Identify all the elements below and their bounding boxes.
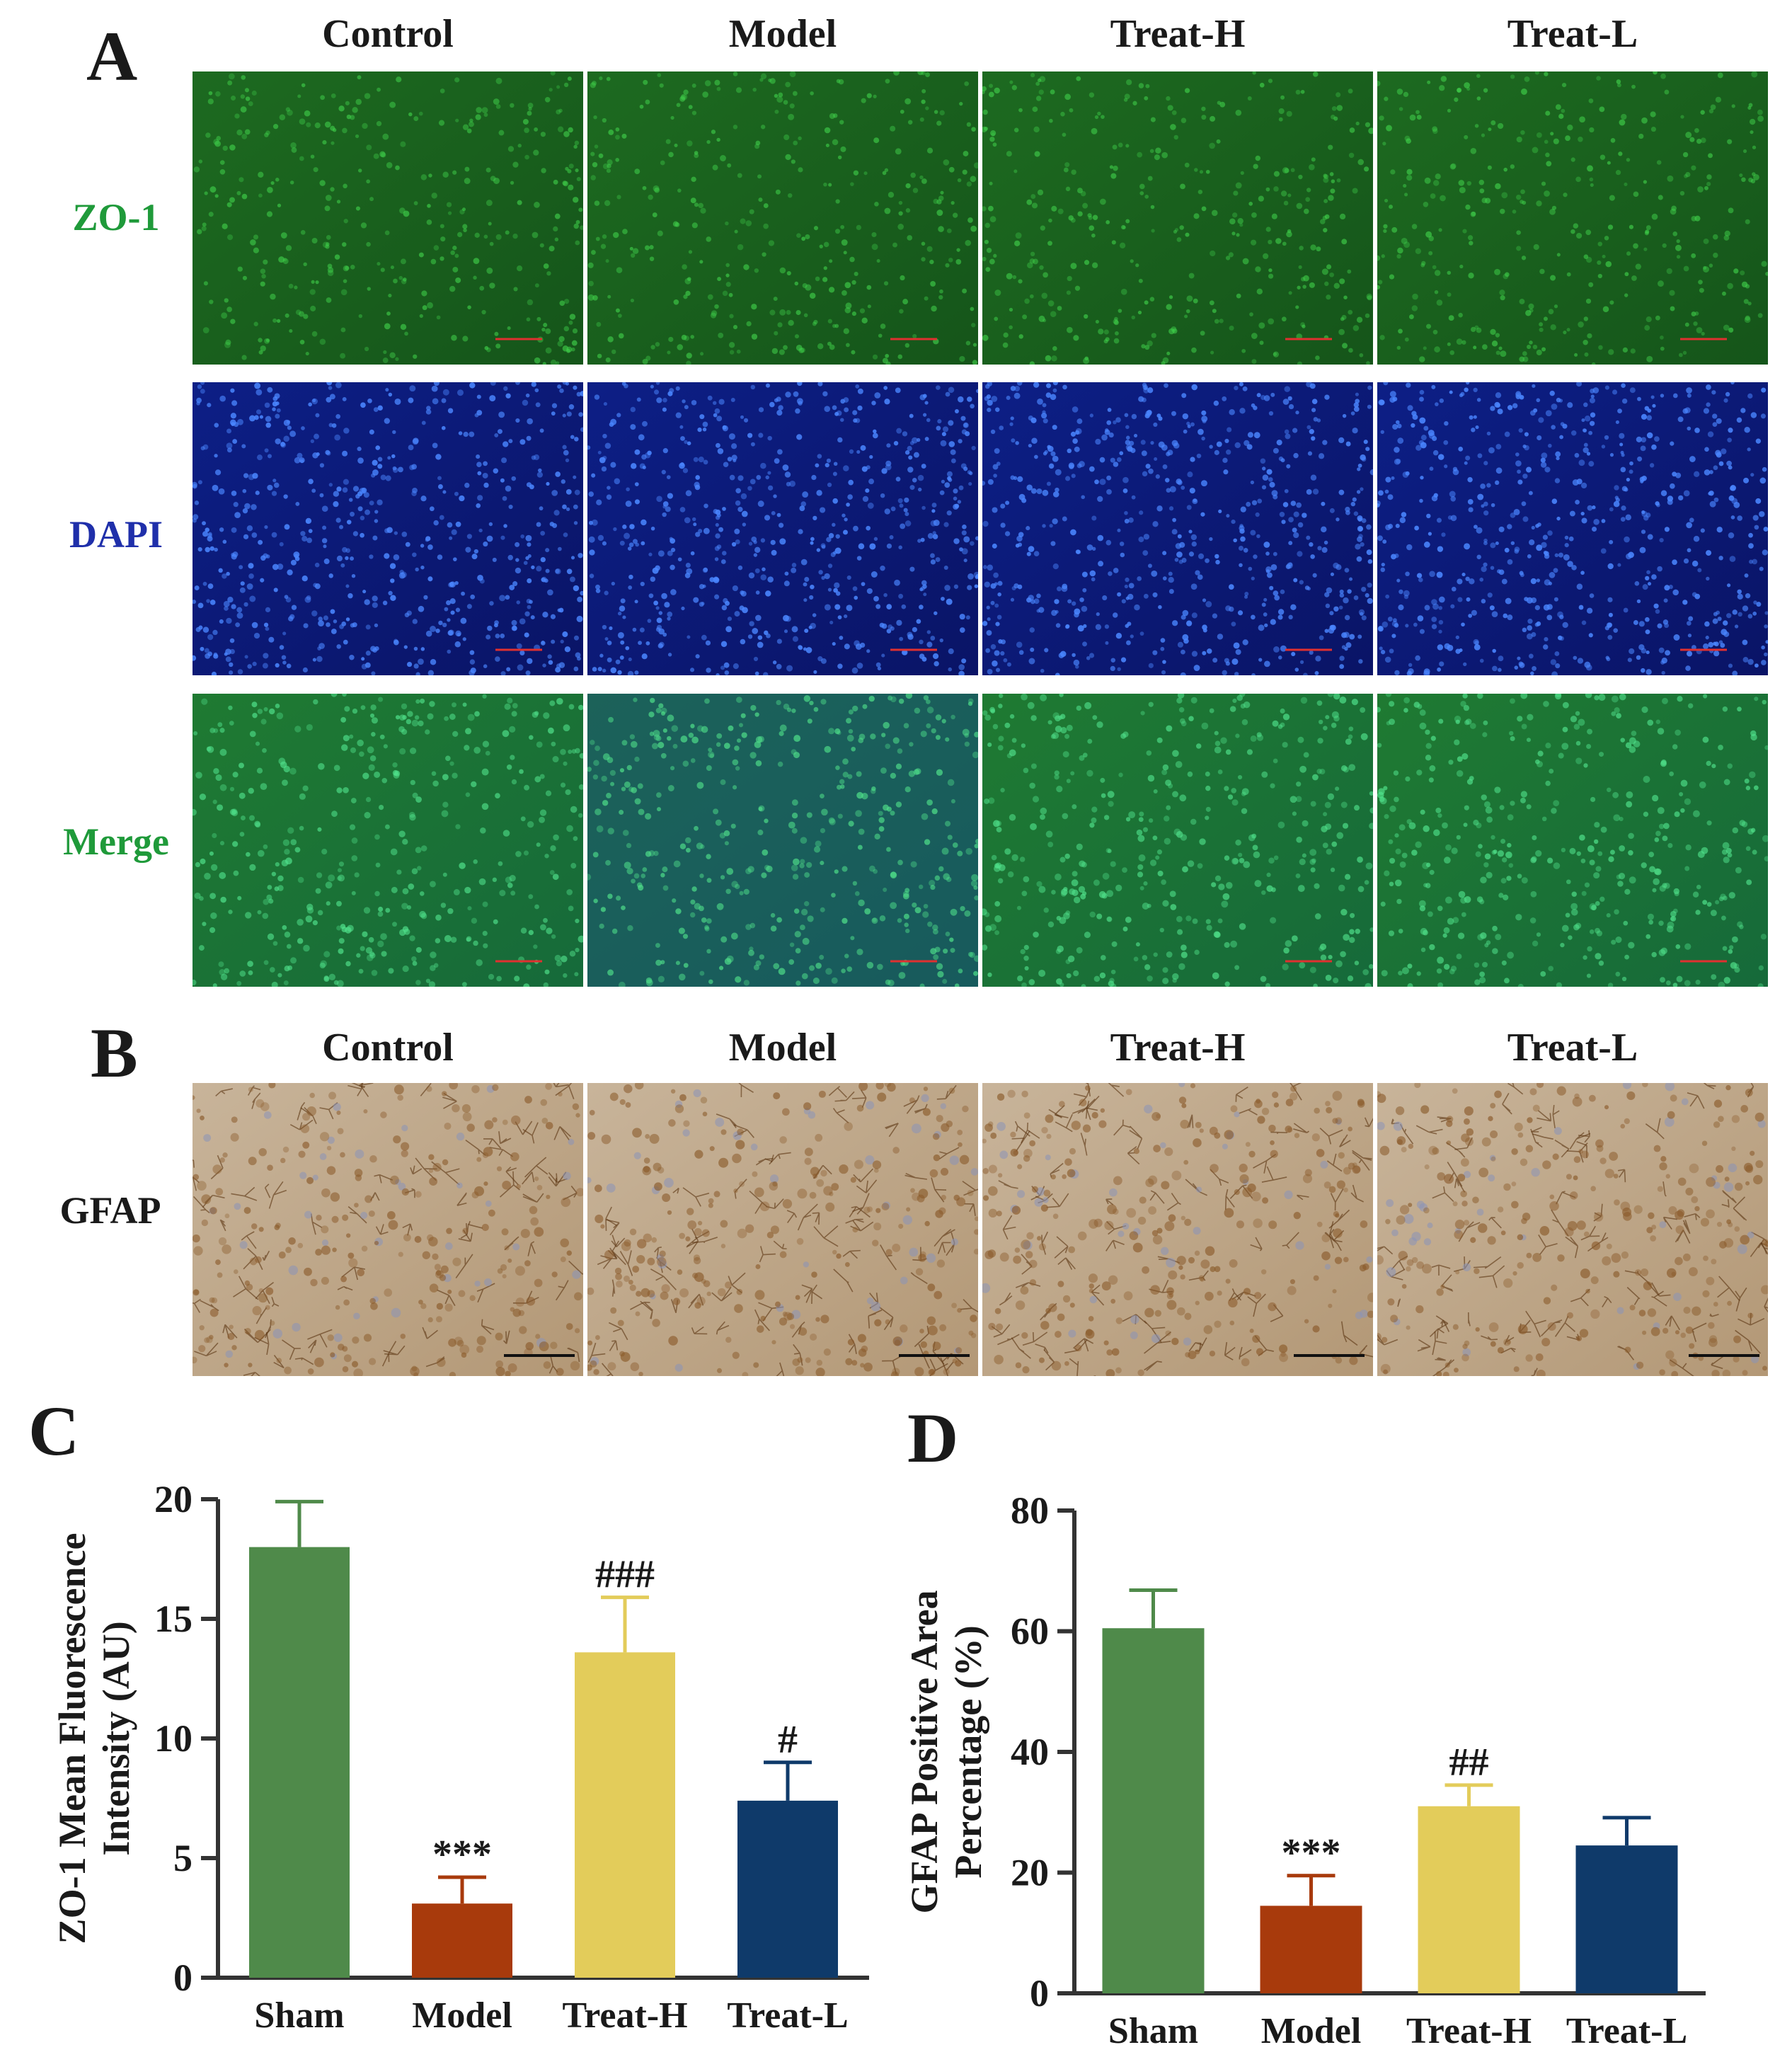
micrograph-gfap-model bbox=[587, 1083, 978, 1376]
panel-a-col-control: Control bbox=[322, 12, 454, 56]
panel-b-col-control: Control bbox=[322, 1026, 454, 1070]
micrograph-zo1-treat-l bbox=[1377, 71, 1768, 365]
chart-c-bar-treat-l bbox=[737, 1800, 838, 1978]
panel-d-letter: D bbox=[907, 1399, 959, 1477]
chart-c-y-tick-label: 15 bbox=[154, 1598, 193, 1640]
panel-b-row-gfap: GFAP bbox=[59, 1189, 161, 1232]
panel-a-col-treat-h: Treat-H bbox=[1110, 12, 1246, 56]
chart-c-significance-treat-h: ### bbox=[595, 1553, 655, 1597]
micrograph-gfap-treat-l bbox=[1377, 1083, 1768, 1376]
chart-d-y-tick-label: 0 bbox=[1030, 1972, 1049, 2015]
micrograph-merge-control bbox=[193, 694, 583, 987]
micrograph-zo1-control bbox=[193, 71, 583, 365]
panel-a-row-merge: Merge bbox=[63, 820, 169, 863]
chart-d-x-tick-label-treat-h: Treat-H bbox=[1406, 2011, 1532, 2051]
chart-c-y-label-line-2: Intensity (AU) bbox=[95, 1621, 137, 1856]
micrograph-zo1-model bbox=[587, 71, 978, 365]
chart-d-bar-treat-l bbox=[1575, 1845, 1678, 1993]
chart-c-x-tick-label-sham: Sham bbox=[254, 1995, 344, 2036]
micrograph-dapi-control bbox=[193, 382, 583, 675]
panel-b-col-model: Model bbox=[728, 1026, 837, 1070]
panel-a-row-zo1: ZO-1 bbox=[72, 196, 160, 239]
chart-c-y-label-line-1: ZO-1 Mean Fluorescence bbox=[51, 1533, 93, 1944]
panel-b-col-treat-l: Treat-L bbox=[1507, 1026, 1638, 1070]
chart-c-bar-model bbox=[412, 1903, 512, 1978]
chart-c-x-tick-label-treat-l: Treat-L bbox=[727, 1995, 848, 2036]
chart-c-zo1-intensity: 0 5 10 15 20 ZO-1 Mean Fluorescence Intensity … bbox=[51, 1478, 869, 2036]
chart-d-bar-treat-h bbox=[1418, 1806, 1520, 1993]
chart-d-x-tick-label-treat-l: Treat-L bbox=[1566, 2011, 1687, 2051]
chart-d-y-tick-label: 60 bbox=[1011, 1610, 1049, 1653]
chart-c-y-tick-label: 5 bbox=[173, 1837, 193, 1879]
chart-c-significance-model: *** bbox=[432, 1833, 492, 1876]
panel-c-letter: C bbox=[28, 1392, 80, 1470]
chart-c-y-tick-label: 10 bbox=[154, 1717, 193, 1760]
panel-a-row-dapi: DAPI bbox=[69, 513, 163, 556]
chart-d-bar-model bbox=[1260, 1906, 1362, 1993]
chart-c-y-tick-label: 0 bbox=[173, 1956, 193, 1999]
chart-c-x-tick-label-model: Model bbox=[412, 1995, 512, 2036]
panel-a-letter: A bbox=[86, 17, 138, 96]
micrograph-dapi-treat-l bbox=[1377, 382, 1768, 675]
chart-d-bar-sham bbox=[1102, 1628, 1205, 1993]
chart-d-significance-treat-h: ## bbox=[1449, 1741, 1489, 1784]
chart-d-x-tick-label-sham: Sham bbox=[1108, 2011, 1198, 2051]
chart-d-y-label-line-2: Percentage (%) bbox=[947, 1625, 989, 1878]
chart-c-y-tick-label: 20 bbox=[154, 1478, 193, 1520]
chart-d-y-tick-label: 20 bbox=[1011, 1852, 1049, 1894]
chart-d-significance-model: *** bbox=[1282, 1831, 1341, 1875]
micrograph-merge-treat-l bbox=[1377, 694, 1768, 987]
micrograph-zo1-treat-h bbox=[982, 71, 1373, 365]
chart-c-significance-treat-l: # bbox=[778, 1718, 798, 1762]
micrograph-merge-model bbox=[587, 694, 978, 987]
chart-c-x-tick-label-treat-h: Treat-H bbox=[562, 1995, 687, 2036]
micrograph-gfap-control bbox=[193, 1083, 583, 1376]
chart-c-bar-treat-h bbox=[575, 1652, 675, 1978]
micrograph-dapi-treat-h bbox=[982, 382, 1373, 675]
chart-d-gfap-area: 0 20 40 60 80 GFAP Positive Area Percentage (%… bbox=[903, 1489, 1706, 2051]
chart-d-y-label-line-1: GFAP Positive Area bbox=[903, 1591, 946, 1914]
micrograph-gfap-treat-h bbox=[982, 1083, 1373, 1376]
panel-b-col-treat-h: Treat-H bbox=[1110, 1026, 1246, 1070]
micrograph-dapi-model bbox=[587, 382, 978, 675]
panel-a-col-treat-l: Treat-L bbox=[1507, 12, 1638, 56]
panel-b-letter: B bbox=[91, 1014, 138, 1092]
chart-d-x-tick-label-model: Model bbox=[1261, 2011, 1362, 2051]
chart-c-bar-sham bbox=[249, 1547, 350, 1978]
panel-a-col-model: Model bbox=[728, 12, 837, 56]
chart-d-y-tick-label: 40 bbox=[1011, 1731, 1049, 1773]
micrograph-merge-treat-h bbox=[982, 694, 1373, 987]
chart-d-y-tick-label: 80 bbox=[1011, 1489, 1049, 1532]
